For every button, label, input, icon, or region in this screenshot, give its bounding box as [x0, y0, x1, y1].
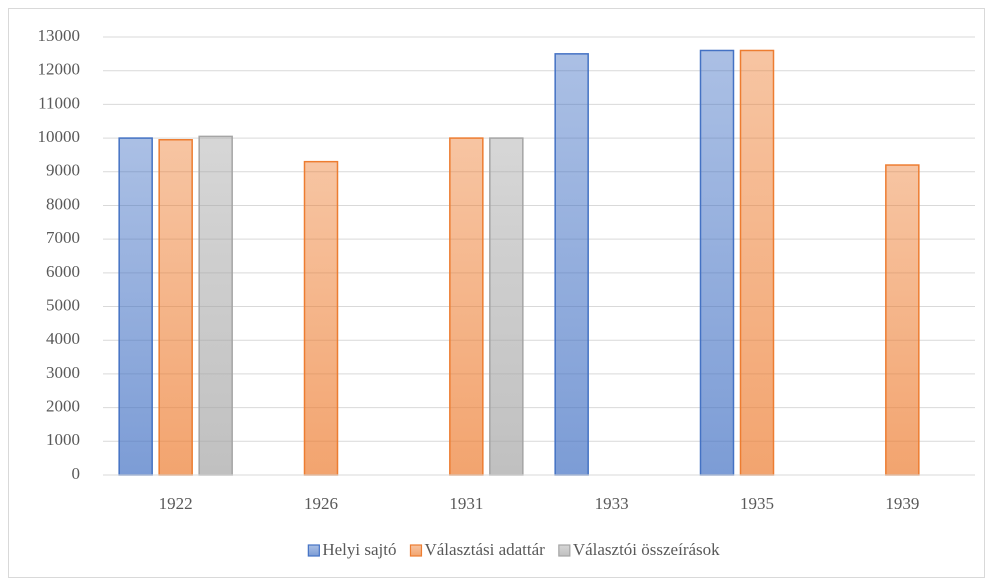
y-tick-label: 4000	[46, 329, 80, 348]
x-tick-label: 1933	[595, 494, 629, 513]
bar	[198, 135, 233, 476]
bar	[303, 160, 339, 476]
y-tick-label: 0	[72, 464, 81, 483]
bar	[699, 49, 735, 476]
bar	[554, 53, 589, 476]
legend-label: Helyi sajtó	[322, 540, 396, 559]
legend-label: Választói összeírások	[573, 540, 720, 559]
bar	[158, 139, 193, 476]
y-tick-label: 2000	[46, 397, 80, 416]
x-tick-label: 1939	[885, 494, 919, 513]
bar	[885, 164, 920, 476]
x-tick-label: 1926	[304, 494, 338, 513]
x-tick-label: 1935	[740, 494, 774, 513]
bar	[118, 137, 153, 476]
legend: Helyi sajtó Választási adattár Választói ö…	[307, 540, 720, 559]
y-tick-label: 10000	[38, 127, 81, 146]
y-tick-label: 8000	[46, 194, 80, 213]
y-tick-label: 6000	[46, 262, 80, 281]
y-tick-label: 11000	[38, 93, 80, 112]
legend-label: Választási adattár	[424, 540, 545, 559]
bar	[489, 137, 524, 476]
legend-swatch	[558, 544, 571, 557]
legend-swatch	[307, 544, 320, 557]
y-tick-label: 13000	[38, 26, 81, 45]
y-tick-label: 1000	[46, 430, 80, 449]
x-tick-label: 1922	[159, 494, 193, 513]
y-tick-label: 9000	[46, 161, 80, 180]
y-tick-label: 5000	[46, 295, 80, 314]
y-tick-label: 7000	[46, 228, 80, 247]
x-tick-label: 1931	[449, 494, 483, 513]
y-tick-label: 12000	[38, 60, 81, 79]
legend-swatch	[409, 544, 423, 557]
y-tick-label: 3000	[46, 363, 80, 382]
bar	[449, 137, 484, 476]
bar	[739, 49, 775, 476]
